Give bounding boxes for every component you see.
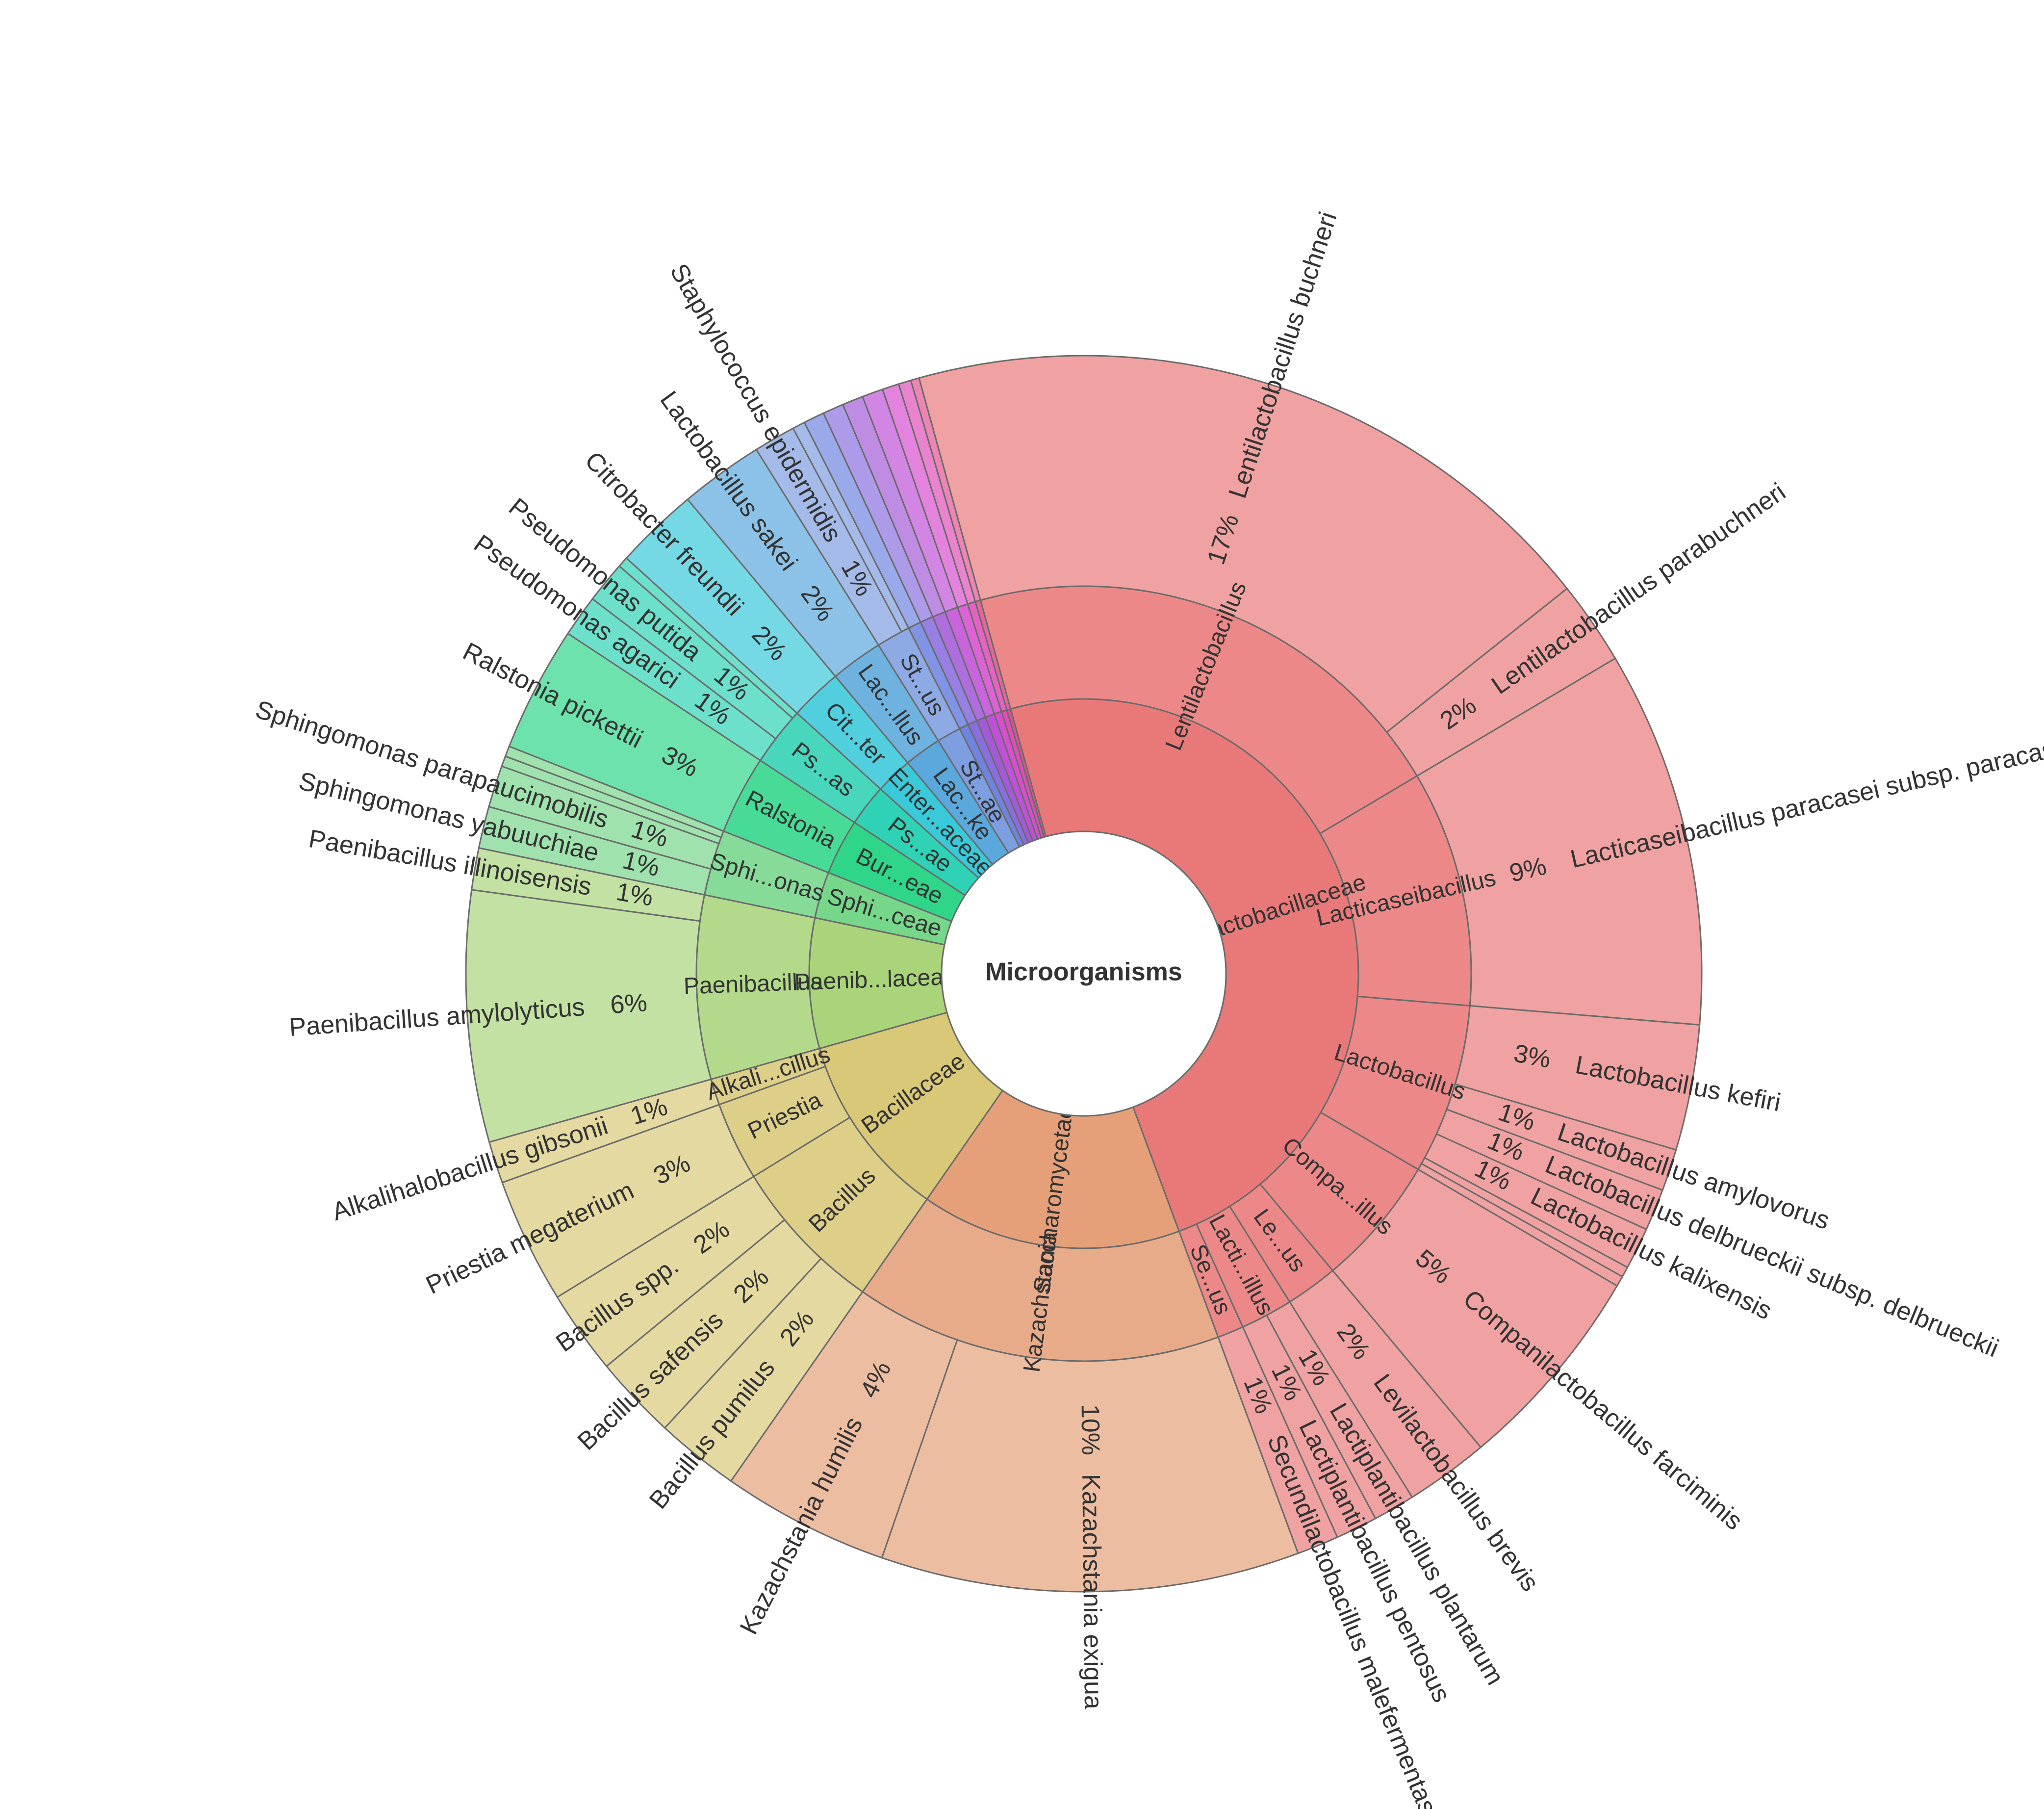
species-segment-lacticaseibacillus-paracasei-subsp-paracasei[interactable]	[1416, 657, 1703, 1026]
species-percent-lactobacillus-kefiri: 3%	[1511, 1039, 1553, 1074]
species-percent-kazachstania-exigua: 10%	[1076, 1404, 1105, 1456]
species-percent-paenibacillus-illinoisensis: 1%	[614, 878, 655, 912]
species-segment-kazachstania-exigua[interactable]	[881, 1336, 1299, 1593]
center-circle[interactable]	[941, 830, 1227, 1117]
sunburst-rings	[465, 355, 1703, 1593]
center-label: Microorganisms	[985, 958, 1182, 986]
species-segment-unnamed[interactable]	[910, 377, 982, 603]
species-label-kazachstania-exigua: Kazachstania exigua	[1076, 1474, 1107, 1710]
family-label-paenib-laceae: Paenib...laceae	[794, 964, 957, 996]
species-percent-paenibacillus-amylolyticus: 6%	[610, 988, 648, 1019]
genus-label-paenibacillus: Paenibacillus	[683, 969, 823, 1000]
species-segment-lentilactobacillus-buchneri[interactable]	[918, 355, 1568, 733]
